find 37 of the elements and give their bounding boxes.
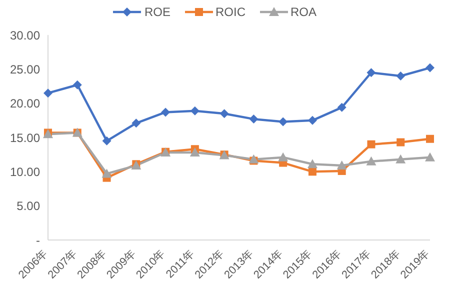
point	[102, 136, 112, 146]
point	[366, 156, 376, 166]
point	[396, 72, 406, 80]
y-tick-label: 15.00	[10, 130, 40, 145]
point	[132, 118, 141, 128]
legend-label: ROE	[144, 5, 170, 19]
point	[307, 159, 318, 168]
y-tick-label: 5.00	[16, 199, 40, 214]
point	[367, 140, 376, 148]
point	[161, 108, 170, 117]
point	[72, 80, 82, 90]
point	[278, 152, 288, 162]
legend-label: ROA	[290, 5, 317, 19]
y-tick-label: 20.00	[10, 96, 40, 111]
y-tick-label: 30.00	[10, 28, 40, 42]
point	[278, 117, 288, 126]
point	[249, 114, 258, 124]
y-tick-label: 25.00	[10, 62, 40, 76]
y-tick-label: -	[36, 233, 40, 248]
point	[190, 148, 200, 157]
point	[190, 106, 200, 116]
point	[220, 109, 229, 118]
point	[308, 116, 317, 125]
point	[308, 168, 316, 176]
point	[337, 102, 346, 112]
point	[425, 152, 435, 162]
point	[426, 134, 434, 143]
point	[102, 168, 112, 178]
legend-label: ROIC	[216, 5, 246, 19]
point	[426, 63, 434, 72]
point	[44, 88, 52, 98]
y-tick-label: 10.00	[10, 164, 40, 179]
point	[396, 154, 406, 164]
point	[366, 68, 376, 78]
point	[396, 138, 405, 146]
point	[248, 154, 259, 164]
point	[336, 160, 347, 170]
